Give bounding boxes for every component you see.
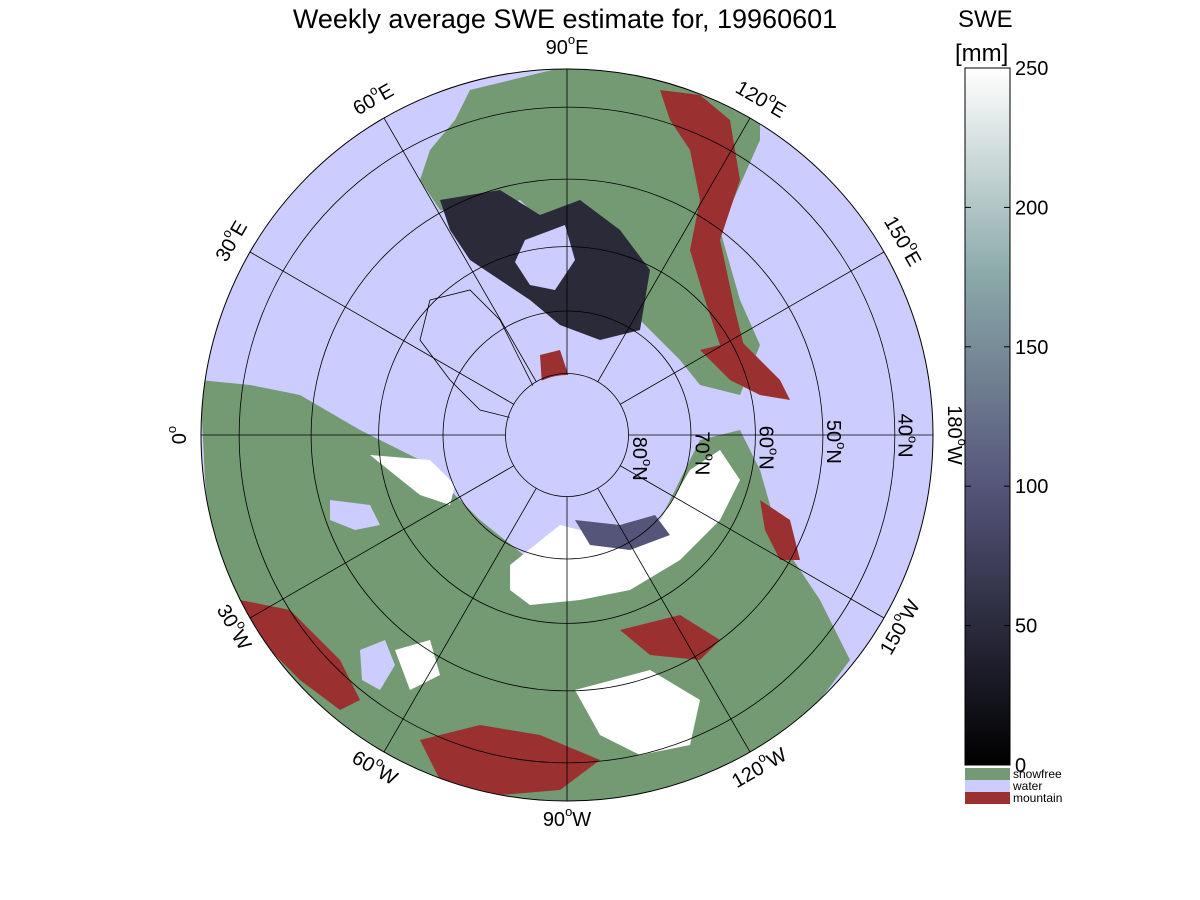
longitude-value: 90: [546, 37, 568, 59]
latitude-label: 50oN: [822, 420, 849, 464]
longitude-value: 150: [876, 619, 912, 659]
category-label-snowfree: snowfree: [1013, 767, 1062, 781]
colorbar-label-swe: SWE: [958, 6, 1013, 33]
meridian-line: [620, 465, 885, 619]
baltic-sea: [330, 500, 380, 530]
longitude-value: 0: [169, 433, 191, 444]
alps-mountain: [240, 600, 360, 710]
hemisphere-suffix: E: [575, 37, 588, 59]
colorbar-ticks: 0 50 100 150 200 250: [965, 58, 1048, 777]
central-asia-snow: [575, 670, 700, 755]
category-label-water: water: [1012, 779, 1042, 793]
map-boundary: [200, 68, 934, 802]
colorbar-tick-label: 250: [1015, 58, 1048, 80]
meridian-line: [383, 488, 537, 753]
hemisphere-suffix: N: [893, 443, 915, 457]
latitude-value: 80: [628, 437, 650, 459]
alaska-mountain: [700, 340, 790, 400]
latitude-value: 50: [822, 420, 844, 442]
colorbar-tick-label: 100: [1015, 476, 1048, 498]
longitude-label: 90oE: [546, 32, 589, 59]
meridian-line: [597, 488, 751, 753]
hemisphere-suffix: N: [754, 455, 776, 469]
colorbar-label-unit: [mm]: [955, 40, 1009, 67]
meridian-line: [597, 117, 751, 382]
meridian-line: [249, 251, 514, 405]
hemisphere-suffix: E: [899, 248, 925, 271]
longitude-label: 60oE: [347, 76, 398, 121]
degree-mark: o: [640, 459, 655, 466]
latitude-label: 40oN: [893, 414, 920, 458]
rockies-mountain: [660, 90, 745, 360]
colorbar-tick-label: 150: [1015, 337, 1048, 359]
colorbar-tick-label: 0: [1015, 755, 1026, 777]
arctic-ocean: [507, 375, 627, 495]
degree-mark: o: [164, 426, 179, 433]
latitude-value: 60: [754, 426, 776, 448]
latitude-value: 40: [893, 414, 915, 436]
longitude-label: 90oW: [543, 804, 591, 831]
colorbar-tick-label: 200: [1015, 197, 1048, 219]
hemisphere-suffix: W: [572, 809, 591, 831]
category-swatch-water: [965, 780, 1010, 792]
degree-mark: o: [565, 804, 572, 819]
hemisphere-suffix: W: [764, 744, 791, 773]
hemisphere-suffix: N: [822, 449, 844, 463]
hudson-bay-water: [515, 225, 575, 290]
meridian-line: [620, 251, 885, 405]
longitude-value: 60: [348, 747, 378, 777]
longitude-label: 0o: [164, 426, 191, 444]
longitude-value: 30: [212, 235, 242, 265]
longitude-value: 120: [731, 77, 771, 113]
graticule: [201, 69, 933, 801]
meridian-line: [383, 117, 537, 382]
latitude-label: 80oN: [628, 437, 655, 481]
ural-snow: [395, 640, 440, 690]
longitude-label: 30oE: [208, 215, 253, 266]
siberia-snow-shallow: [575, 515, 670, 550]
hemisphere-suffix: N: [628, 466, 650, 480]
meridian-line: [249, 465, 514, 619]
colorbar-gradient: [964, 67, 1011, 766]
latitude-value: 70: [690, 431, 712, 453]
degree-mark: o: [568, 32, 575, 47]
longitude-value: 180: [943, 405, 965, 438]
scandinavia-snow: [370, 455, 455, 505]
longitude-label: 180oW: [943, 405, 970, 465]
siberia-snow-region: [510, 450, 740, 605]
map-title: Weekly average SWE estimate for, 1996060…: [292, 4, 838, 34]
kamchatka-mountain: [760, 500, 800, 560]
degree-mark: o: [833, 442, 848, 449]
east-siberia-mountain: [620, 615, 720, 660]
degree-mark: o: [955, 439, 970, 446]
latitude-label: 60oN: [754, 426, 781, 470]
hemisphere-suffix: W: [226, 627, 255, 654]
hemisphere-suffix: E: [375, 80, 398, 106]
degree-mark: o: [905, 436, 920, 443]
caspian-sea: [360, 640, 395, 690]
colorbar-tick-label: 50: [1015, 616, 1037, 638]
latitude-label: 70oN: [690, 431, 717, 475]
category-swatch-mountain: [965, 792, 1010, 804]
degree-mark: o: [702, 454, 717, 461]
hemisphere-suffix: W: [943, 446, 965, 465]
himalaya-mountain: [420, 725, 600, 795]
category-swatch-snowfree: [965, 768, 1010, 780]
hemisphere-suffix: N: [690, 461, 712, 475]
longitude-value: 90: [543, 809, 565, 831]
degree-mark: o: [766, 448, 781, 455]
category-label-mountain: mountain: [1013, 791, 1062, 805]
